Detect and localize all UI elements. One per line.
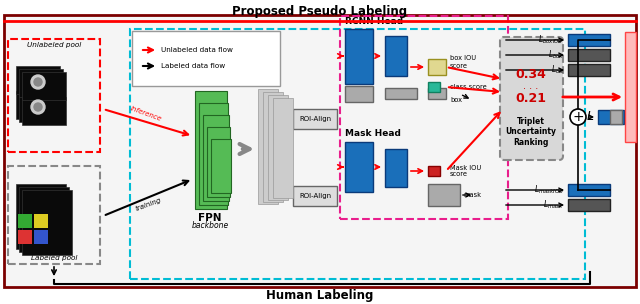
Bar — [385, 88, 417, 99]
Text: Proposed Pseudo Labeling: Proposed Pseudo Labeling — [232, 5, 408, 18]
Text: $L_{maskIOU}$: $L_{maskIOU}$ — [534, 184, 564, 196]
Text: Labeled data flow: Labeled data flow — [161, 63, 225, 69]
Bar — [428, 184, 460, 206]
Bar — [263, 92, 283, 202]
Circle shape — [31, 100, 45, 114]
Text: ROI-Align: ROI-Align — [299, 116, 331, 122]
Text: $L_{mask}$: $L_{mask}$ — [543, 199, 564, 211]
Bar — [610, 110, 622, 124]
Text: 0.21: 0.21 — [515, 92, 547, 105]
Text: Mask Head: Mask Head — [345, 130, 401, 139]
Bar — [34, 230, 48, 244]
Text: FPN: FPN — [198, 213, 221, 223]
Text: Mask IOU
score: Mask IOU score — [450, 164, 481, 178]
Bar — [130, 29, 585, 279]
Bar — [385, 36, 407, 76]
Bar — [207, 127, 230, 197]
Circle shape — [34, 103, 42, 111]
Text: ROI-Align: ROI-Align — [299, 193, 331, 199]
Bar — [16, 91, 60, 119]
Bar — [568, 64, 610, 76]
Text: backbone: backbone — [191, 222, 228, 230]
Bar — [203, 115, 229, 201]
Bar — [258, 89, 278, 204]
Bar — [34, 214, 48, 228]
Bar — [268, 95, 288, 200]
Text: training: training — [134, 196, 162, 212]
Bar — [211, 139, 231, 193]
Bar — [22, 97, 66, 125]
Text: Triplet
Uncertainty
Ranking: Triplet Uncertainty Ranking — [506, 117, 557, 147]
Bar — [428, 82, 440, 92]
Bar — [195, 91, 227, 209]
Text: Unlabeled data flow: Unlabeled data flow — [161, 47, 233, 53]
Circle shape — [31, 75, 45, 89]
Bar — [385, 149, 407, 187]
FancyBboxPatch shape — [500, 37, 563, 160]
Bar — [625, 32, 636, 142]
Bar — [568, 34, 610, 46]
Text: box IOU
score: box IOU score — [450, 56, 476, 68]
Text: mask: mask — [463, 192, 481, 198]
Bar — [18, 230, 32, 244]
Bar — [293, 109, 337, 129]
Text: class score: class score — [450, 84, 487, 90]
Bar — [18, 214, 32, 228]
Bar — [19, 94, 63, 122]
Text: Unlabeled pool: Unlabeled pool — [27, 42, 81, 48]
Bar — [428, 59, 446, 75]
Bar — [273, 98, 293, 198]
Text: +: + — [572, 110, 584, 124]
Bar — [345, 86, 373, 102]
Text: Human Labeling: Human Labeling — [266, 288, 374, 302]
Text: Labeled pool: Labeled pool — [31, 255, 77, 261]
Bar — [428, 88, 446, 99]
Bar — [22, 190, 72, 255]
Bar — [568, 49, 610, 61]
Text: . . .: . . . — [524, 81, 539, 91]
Bar — [8, 166, 100, 264]
Circle shape — [570, 109, 586, 125]
Bar — [19, 187, 69, 252]
Bar — [568, 184, 610, 196]
Text: RCNN Head: RCNN Head — [345, 16, 403, 26]
Bar — [4, 15, 636, 287]
Bar — [293, 186, 337, 206]
Bar — [598, 110, 624, 124]
Bar — [428, 166, 440, 176]
Text: L: L — [587, 110, 594, 123]
Bar — [340, 16, 508, 219]
Bar — [16, 184, 66, 249]
Bar — [345, 142, 373, 192]
Circle shape — [34, 78, 42, 86]
Text: $L_{boxIOU}$: $L_{boxIOU}$ — [538, 34, 564, 46]
Bar — [8, 39, 100, 152]
Text: 0.34: 0.34 — [516, 67, 547, 81]
Bar — [16, 66, 60, 94]
Text: inference: inference — [129, 105, 163, 123]
Bar — [132, 31, 280, 86]
Bar — [345, 29, 373, 84]
Bar — [199, 103, 228, 205]
Bar — [568, 199, 610, 211]
Bar — [22, 72, 66, 100]
Text: box: box — [450, 97, 462, 103]
Text: $L_{box}$: $L_{box}$ — [548, 49, 564, 61]
Text: $L_{cls}$: $L_{cls}$ — [550, 64, 564, 76]
Bar — [19, 69, 63, 97]
